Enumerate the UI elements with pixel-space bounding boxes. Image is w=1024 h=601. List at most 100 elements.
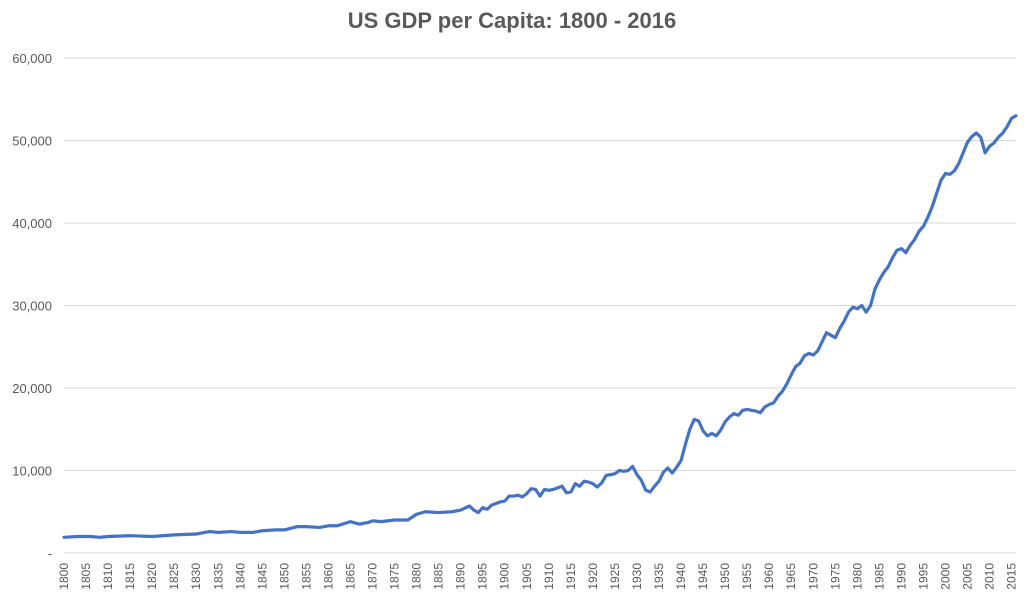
data-point [534,488,537,491]
x-tick-label: 1850 [277,563,291,590]
data-point [129,534,132,537]
data-point [503,499,506,502]
data-point [367,521,370,524]
data-point [794,365,797,368]
data-point [953,169,956,172]
data-point [1001,131,1004,134]
data-point [935,192,938,195]
data-point [472,509,475,512]
data-point [318,526,321,529]
x-tick-label: 1990 [894,563,908,590]
data-point [701,429,704,432]
y-axis-tick-labels: - 10,000 20,000 30,000 40,000 50,000 60,000 [12,51,52,561]
data-point [62,536,65,539]
data-point [807,352,810,355]
data-point [741,409,744,412]
x-tick-label: 1985 [872,563,886,590]
x-tick-label: 1870 [366,563,380,590]
data-point [512,494,515,497]
x-tick-label: 1845 [255,563,269,590]
data-point [772,401,775,404]
data-point [1010,117,1013,120]
data-point [635,473,638,476]
data-point [538,494,541,497]
data-point [252,531,255,534]
data-point [468,504,471,507]
series-line [62,114,1018,539]
y-tick-label: 40,000 [12,216,52,231]
data-point [151,535,154,538]
data-point [847,311,850,314]
data-point [560,485,563,488]
data-point [415,513,418,516]
x-tick-label: 1815 [123,563,137,590]
data-point [732,412,735,415]
data-point [556,486,559,489]
data-point [217,531,220,534]
data-point [688,428,691,431]
data-point [371,519,374,522]
data-point [618,469,621,472]
data-point [679,459,682,462]
data-point [887,265,890,268]
data-point [997,136,1000,139]
data-point [838,327,841,330]
data-point [966,141,969,144]
x-tick-label: 1955 [740,563,754,590]
x-tick-label: 1960 [762,563,776,590]
y-tick-label: - [48,546,52,561]
data-point [710,432,713,435]
data-point [1006,125,1009,128]
x-tick-label: 1840 [233,563,247,590]
data-point [904,251,907,254]
data-point [706,434,709,437]
x-tick-label: 1835 [211,563,225,590]
data-point [790,373,793,376]
data-point [336,524,339,527]
data-point [873,287,876,290]
data-point [913,238,916,241]
data-point [283,528,286,531]
data-point [627,469,630,472]
x-tick-label: 2005 [961,563,975,590]
data-point [89,535,92,538]
data-point [349,520,352,523]
data-point [569,490,572,493]
x-tick-label: 2015 [1005,563,1019,590]
x-tick-label: 1935 [652,563,666,590]
data-point [812,353,815,356]
data-point [490,504,493,507]
data-point [895,249,898,252]
x-tick-label: 1910 [542,563,556,590]
data-point [393,518,396,521]
data-point [605,474,608,477]
data-point [697,419,700,422]
data-point [926,216,929,219]
x-axis-tick-labels: 1800 1805 1810 1815 1820 1825 1830 1835 1840 1845… [57,563,1019,590]
data-point [922,225,925,228]
x-tick-label: 1830 [189,563,203,590]
data-point [591,482,594,485]
data-point [173,533,176,536]
data-point [750,409,753,412]
x-tick-label: 1900 [498,563,512,590]
data-point [565,491,568,494]
chart-title: US GDP per Capita: 1800 - 2016 [347,8,677,33]
series-layer [62,114,1018,539]
data-point [843,320,846,323]
data-point [737,414,740,417]
data-point [274,528,277,531]
data-point [649,490,652,493]
data-point [900,247,903,250]
data-point [327,524,330,527]
data-point [662,471,665,474]
data-point [499,500,502,503]
data-point [917,230,920,233]
x-tick-label: 1965 [784,563,798,590]
data-point [644,489,647,492]
x-tick-label: 1880 [410,563,424,590]
data-point [970,135,973,138]
data-point [296,525,299,528]
x-tick-label: 2010 [983,563,997,590]
